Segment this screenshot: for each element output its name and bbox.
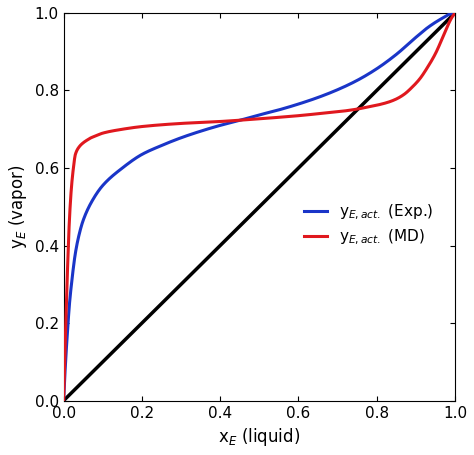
Legend: y$_{E,act.}$ (Exp.), y$_{E,act.}$ (MD): y$_{E,act.}$ (Exp.), y$_{E,act.}$ (MD) — [298, 197, 439, 253]
y$_{E,act.}$ (MD) — [61, 398, 66, 404]
y$_{E,act.}$ (Exp.) — [211, 125, 217, 130]
Y-axis label: y$_E$ (vapor): y$_E$ (vapor) — [7, 165, 29, 249]
y$_{E,act.}$ (Exp.) — [105, 177, 111, 182]
y$_{E,act.}$ (MD) — [211, 119, 217, 125]
Line: y$_{E,act.}$ (Exp.): y$_{E,act.}$ (Exp.) — [64, 13, 455, 401]
X-axis label: x$_E$ (liquid): x$_E$ (liquid) — [218, 426, 301, 448]
y$_{E,act.}$ (Exp.) — [402, 44, 408, 50]
y$_{E,act.}$ (MD) — [402, 91, 408, 96]
y$_{E,act.}$ (MD) — [452, 10, 458, 15]
Line: y$_{E,act.}$ (MD): y$_{E,act.}$ (MD) — [64, 13, 455, 401]
y$_{E,act.}$ (Exp.) — [128, 158, 134, 164]
y$_{E,act.}$ (MD) — [228, 118, 234, 124]
y$_{E,act.}$ (Exp.) — [452, 10, 458, 15]
y$_{E,act.}$ (MD) — [445, 24, 450, 30]
y$_{E,act.}$ (Exp.) — [61, 398, 66, 404]
y$_{E,act.}$ (MD) — [105, 129, 111, 135]
y$_{E,act.}$ (MD) — [128, 125, 134, 131]
y$_{E,act.}$ (Exp.) — [445, 12, 450, 18]
y$_{E,act.}$ (Exp.) — [228, 120, 234, 126]
